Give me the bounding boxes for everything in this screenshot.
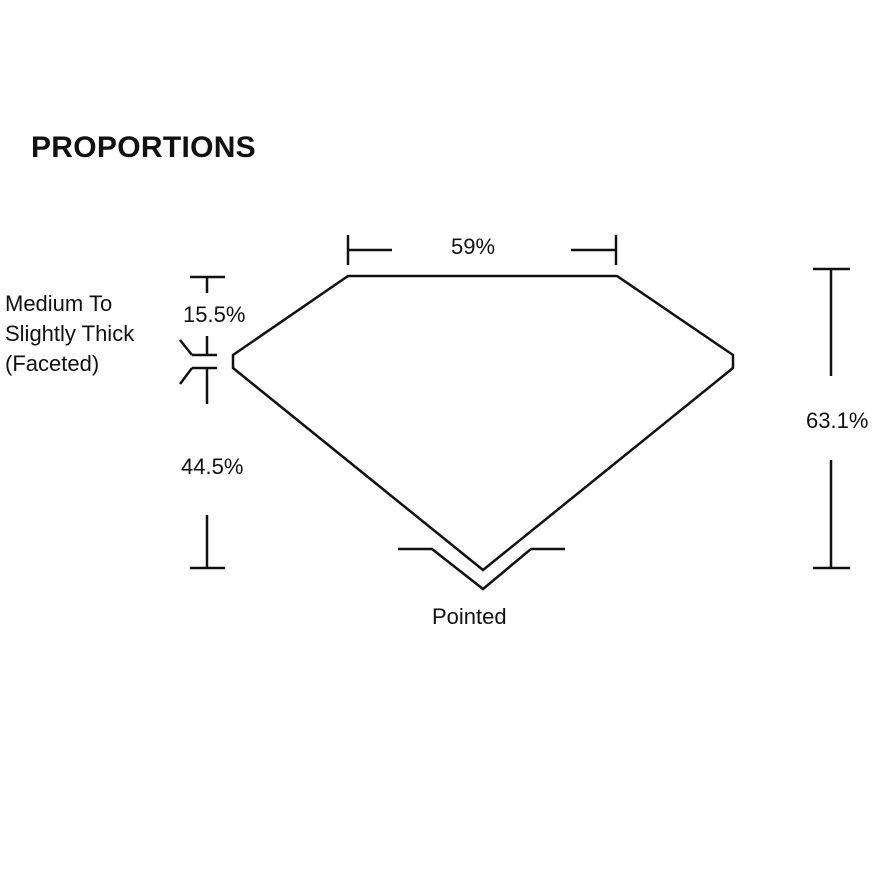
girdle-label-line: Slightly Thick bbox=[5, 321, 135, 346]
culet-marker bbox=[398, 547, 565, 591]
girdle-label-line: (Faceted) bbox=[5, 351, 100, 376]
pavilion-dimension bbox=[179, 366, 225, 570]
girdle-label: Medium To Slightly Thick (Faceted) bbox=[5, 289, 134, 379]
table-percent-label: 59% bbox=[451, 234, 496, 259]
girdle-label-line: Medium To bbox=[5, 291, 113, 316]
crown-percent-label: 15.5% bbox=[183, 302, 246, 327]
depth-dimension bbox=[813, 267, 850, 570]
page-title: PROPORTIONS bbox=[31, 131, 256, 164]
table-dimension bbox=[346, 235, 618, 265]
crown-dimension bbox=[179, 275, 225, 357]
culet-label: Pointed bbox=[432, 604, 507, 629]
diamond-outline bbox=[231, 274, 735, 572]
pavilion-percent-label: 44.5% bbox=[181, 454, 244, 479]
depth-percent-label: 63.1% bbox=[806, 408, 869, 433]
